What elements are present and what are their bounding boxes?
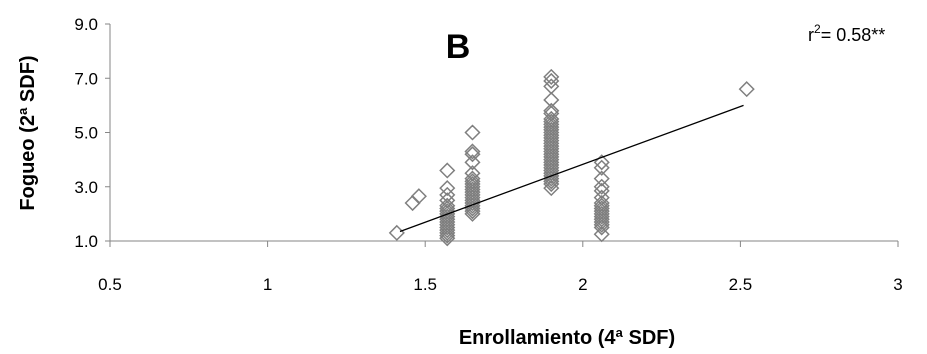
- r-squared-prefix: r: [808, 25, 814, 45]
- data-point: [464, 165, 481, 182]
- trendline-group: [399, 104, 744, 233]
- axes: [109, 24, 898, 242]
- data-point: [464, 143, 481, 160]
- x-tick-label: 1.5: [413, 275, 437, 294]
- data-point: [543, 68, 560, 85]
- r-squared-annotation: r2= 0.58**: [808, 22, 885, 45]
- data-point: [439, 180, 456, 197]
- data-point: [410, 188, 427, 205]
- x-tick-label: 3: [893, 275, 902, 294]
- panel-label: B: [446, 28, 471, 66]
- tick-labels: 1.0 3.0 5.0 7.0 9.0 0.5 1 1.5 2 2.5 3: [74, 15, 902, 294]
- data-point: [464, 146, 481, 163]
- data-point: [388, 224, 405, 241]
- x-axis-title: Enrollamiento (4ª SDF): [459, 327, 675, 349]
- data-point: [593, 197, 610, 214]
- data-points: [388, 68, 755, 247]
- data-point: [439, 162, 456, 179]
- data-point: [593, 170, 610, 187]
- y-tick-label: 7.0: [74, 69, 98, 88]
- trendline: [399, 104, 744, 233]
- data-point: [593, 154, 610, 171]
- data-point: [464, 124, 481, 141]
- data-point: [439, 200, 456, 217]
- data-point: [593, 226, 610, 243]
- tick-marks: [105, 23, 899, 247]
- y-axis-title: Fogueo (2ª SDF): [17, 55, 39, 210]
- y-tick-label: 5.0: [74, 124, 98, 143]
- x-tick-label: 2.5: [729, 275, 753, 294]
- data-point: [593, 178, 610, 195]
- data-point: [543, 113, 560, 130]
- y-tick-label: 1.0: [74, 232, 98, 251]
- x-tick-label: 0.5: [98, 275, 122, 294]
- data-point: [593, 189, 610, 206]
- data-point: [464, 173, 481, 190]
- data-point: [439, 186, 456, 203]
- data-point: [464, 154, 481, 171]
- data-point: [543, 105, 560, 122]
- y-tick-label: 3.0: [74, 178, 98, 197]
- y-tick-label: 9.0: [74, 15, 98, 34]
- data-point: [738, 81, 755, 98]
- r-squared-value: = 0.58**: [821, 25, 886, 45]
- x-tick-label: 1: [263, 275, 272, 294]
- data-point: [543, 91, 560, 109]
- data-point: [543, 102, 560, 119]
- x-tick-label: 2: [578, 275, 587, 294]
- r-squared-superscript: 2: [814, 22, 821, 36]
